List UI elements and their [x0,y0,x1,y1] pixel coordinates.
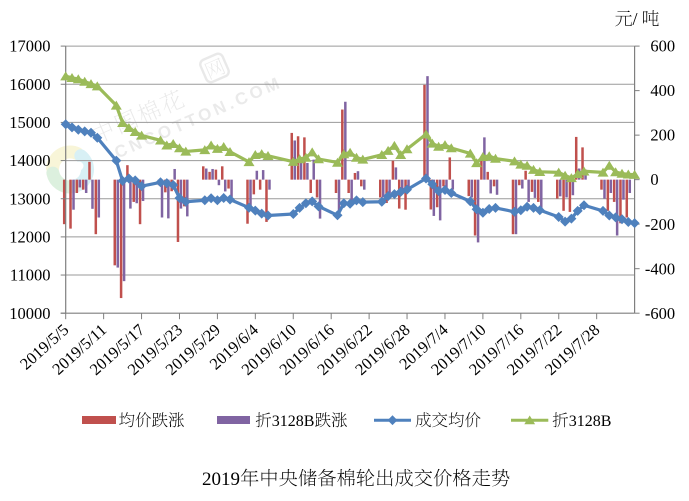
svg-text:0: 0 [650,170,658,189]
svg-text:10000: 10000 [9,304,50,323]
svg-text:3128B: 3128B [272,413,315,430]
svg-text:15000: 15000 [9,113,50,132]
svg-text:/: / [633,9,638,29]
svg-text:600: 600 [650,37,675,56]
svg-text:2019: 2019 [202,469,240,490]
svg-text:-600: -600 [645,304,675,323]
svg-text:-200: -200 [645,215,675,234]
svg-text:17000: 17000 [9,37,50,56]
svg-text:200: 200 [650,126,675,145]
svg-text:11000: 11000 [10,266,51,285]
svg-text:-400: -400 [645,259,675,278]
svg-text:16000: 16000 [9,75,50,94]
svg-text:400: 400 [650,81,675,100]
svg-text:13000: 13000 [9,189,50,208]
svg-text:12000: 12000 [9,228,50,247]
svg-text:14000: 14000 [9,151,50,170]
svg-text:3128B: 3128B [569,413,612,430]
